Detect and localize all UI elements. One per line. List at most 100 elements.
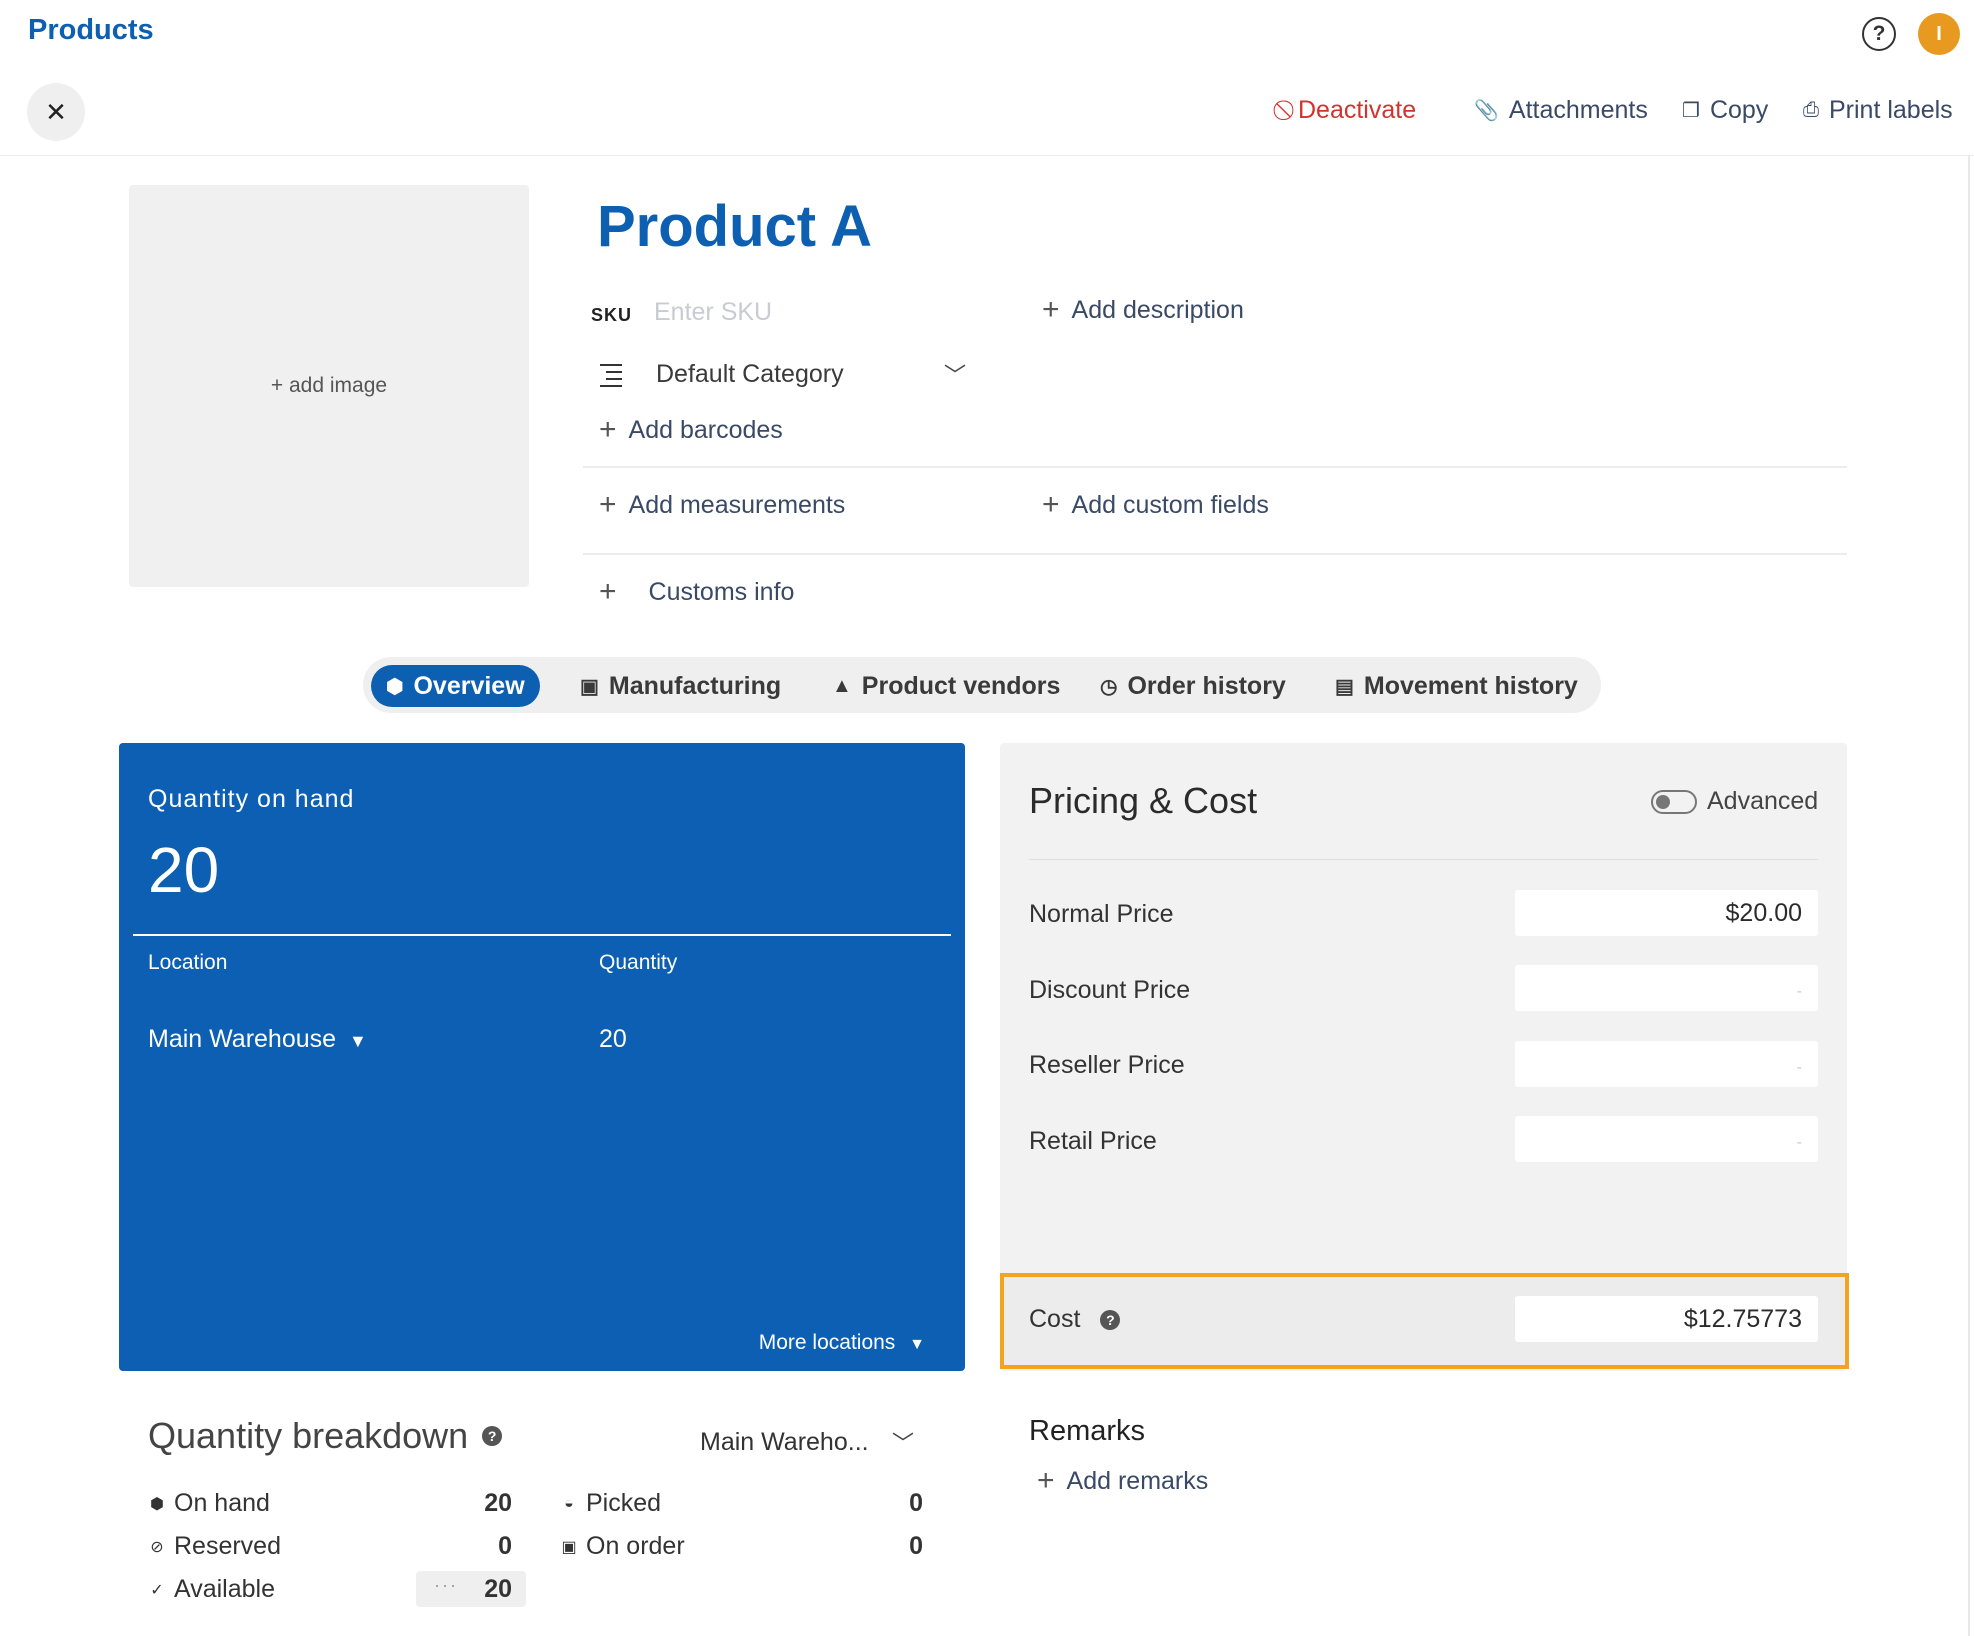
person-icon: ▲ — [832, 674, 852, 697]
add-remarks-label: Add remarks — [1066, 1466, 1209, 1495]
remarks-title: Remarks — [1029, 1415, 1146, 1447]
calendar-edit-icon: ▣ — [580, 675, 599, 698]
clock-icon: ◷ — [1100, 675, 1118, 698]
add-description-button[interactable]: + Add description — [1042, 293, 1244, 327]
add-remarks-button[interactable]: + Add remarks — [1037, 1464, 1208, 1498]
tab-product-vendors[interactable]: ▲ Product vendors — [832, 665, 1060, 707]
on-hand-row: ⬢ On hand — [148, 1489, 270, 1518]
add-description-label: Add description — [1071, 295, 1244, 324]
close-button[interactable]: ✕ — [27, 83, 85, 141]
advanced-label: Advanced — [1707, 787, 1819, 815]
on-order-label: On order — [586, 1532, 685, 1560]
available-value: 20 — [484, 1575, 512, 1603]
header-divider — [0, 155, 1974, 156]
reserved-label: Reserved — [174, 1532, 281, 1560]
breakdown-location-select[interactable]: Main Wareho... — [700, 1428, 869, 1456]
add-custom-fields-button[interactable]: + Add custom fields — [1042, 488, 1269, 522]
picked-row: ◒ Picked — [560, 1489, 661, 1518]
avatar[interactable]: I — [1918, 13, 1960, 55]
location-column-header: Location — [148, 951, 228, 974]
copy-button[interactable]: ❐ Copy — [1682, 96, 1768, 125]
reseller-price-input[interactable] — [1515, 1041, 1818, 1087]
scrollbar-track[interactable] — [1968, 155, 1970, 1636]
normal-price-input[interactable] — [1515, 890, 1818, 936]
caret-down-icon: ▼ — [349, 1031, 367, 1051]
calendar-icon: ▤ — [1335, 675, 1354, 698]
reserved-row: ⊘ Reserved — [148, 1532, 281, 1561]
quantity-on-hand-card: Quantity on hand 20 Location Quantity Ma… — [119, 743, 965, 1371]
chevron-down-icon[interactable]: ﹀ — [892, 1431, 915, 1456]
tab-manufacturing[interactable]: ▣ Manufacturing — [580, 665, 781, 707]
cost-label: Cost — [1029, 1305, 1081, 1333]
on-hand-label: On hand — [174, 1489, 270, 1517]
sku-label: SKU — [591, 305, 633, 325]
tab-movement-history[interactable]: ▤ Movement history — [1335, 665, 1578, 707]
plus-icon: + — [599, 413, 617, 446]
close-icon: ✕ — [45, 96, 67, 127]
box-icon: ⬢ — [150, 1495, 164, 1513]
breadcrumb-products[interactable]: Products — [28, 14, 154, 46]
ellipsis-icon[interactable]: ··· — [434, 1575, 458, 1595]
add-barcodes-button[interactable]: + Add barcodes — [599, 413, 783, 447]
add-custom-fields-label: Add custom fields — [1071, 490, 1269, 519]
discount-price-input[interactable] — [1515, 965, 1818, 1011]
category-icon — [600, 364, 622, 392]
pricing-divider — [1029, 859, 1818, 860]
section-divider — [583, 553, 1847, 555]
retail-price-label: Retail Price — [1029, 1127, 1157, 1155]
quantity-column-header: Quantity — [599, 951, 678, 974]
cost-label-group: Cost ? — [1029, 1305, 1121, 1334]
pricing-cost-title: Pricing & Cost — [1029, 780, 1258, 821]
quantity-on-hand-label: Quantity on hand — [148, 785, 355, 813]
more-locations-button[interactable]: More locations ▼ — [759, 1331, 925, 1355]
location-dropdown[interactable]: Main Warehouse ▼ — [148, 1025, 367, 1054]
add-image-button[interactable]: + add image — [129, 185, 529, 587]
add-measurements-button[interactable]: + Add measurements — [599, 488, 845, 522]
clipboard-check-icon: ▣ — [561, 1538, 577, 1556]
quantity-breakdown-title: Quantity breakdown — [148, 1415, 469, 1456]
reseller-price-label: Reseller Price — [1029, 1051, 1185, 1079]
location-quantity: 20 — [599, 1025, 627, 1053]
section-divider — [583, 466, 1847, 468]
plus-icon: + — [1037, 1464, 1055, 1497]
half-circle-icon: ◒ — [564, 1494, 574, 1512]
help-icon[interactable]: ? — [1100, 1309, 1121, 1330]
check-icon: ✓ — [150, 1581, 164, 1599]
quantity-breakdown-heading: Quantity breakdown ? — [148, 1415, 503, 1457]
tab-manufacturing-label: Manufacturing — [608, 671, 782, 700]
box-icon: ⬢ — [386, 675, 404, 698]
chevron-down-icon[interactable]: ﹀ — [944, 363, 967, 388]
help-icon[interactable]: ? — [1862, 17, 1896, 51]
add-measurements-label: Add measurements — [628, 490, 846, 519]
plus-icon: + — [1042, 488, 1060, 521]
more-locations-label: More locations — [758, 1331, 896, 1354]
available-row: ✓ Available — [148, 1575, 275, 1604]
attachments-button[interactable]: 📎 Attachments — [1474, 96, 1648, 125]
tab-order-history[interactable]: ◷ Order history — [1100, 665, 1286, 707]
prohibited-icon: ⊘ — [150, 1538, 164, 1556]
cost-input[interactable] — [1515, 1296, 1818, 1342]
customs-info-button[interactable]: + Customs info — [599, 575, 794, 609]
print-labels-button[interactable]: ⎙ Print labels — [1803, 96, 1953, 125]
advanced-toggle[interactable] — [1651, 790, 1697, 814]
sku-input[interactable] — [654, 298, 954, 327]
tab-overview[interactable]: ⬢ Overview — [371, 665, 540, 707]
copy-label: Copy — [1709, 96, 1769, 124]
deactivate-button[interactable]: ⃠ Deactivate — [1288, 96, 1416, 125]
print-labels-label: Print labels — [1829, 96, 1953, 124]
tab-order-history-label: Order history — [1127, 671, 1286, 700]
on-order-row: ▣ On order — [560, 1532, 685, 1561]
tab-movement-history-label: Movement history — [1363, 671, 1578, 700]
printer-icon: ⎙ — [1803, 99, 1819, 121]
help-icon[interactable]: ? — [482, 1426, 503, 1446]
category-select[interactable]: Default Category — [656, 360, 844, 388]
deactivate-label: Deactivate — [1298, 96, 1417, 124]
on-hand-value: 20 — [484, 1489, 512, 1517]
discount-price-label: Discount Price — [1029, 976, 1191, 1004]
retail-price-input[interactable] — [1515, 1116, 1818, 1162]
available-highlight — [416, 1571, 526, 1607]
attachments-label: Attachments — [1508, 96, 1648, 124]
location-name: Main Warehouse — [148, 1025, 337, 1053]
paperclip-icon: 📎 — [1474, 100, 1499, 122]
product-title[interactable]: Product A — [597, 194, 872, 259]
